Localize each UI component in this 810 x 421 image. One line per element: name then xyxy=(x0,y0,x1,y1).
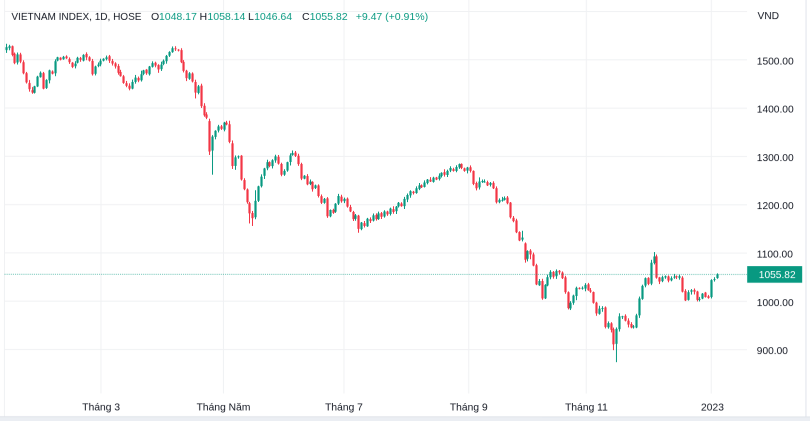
svg-text:1055.82: 1055.82 xyxy=(310,11,348,23)
svg-text:Tháng 7: Tháng 7 xyxy=(325,403,363,414)
svg-text:1055.82: 1055.82 xyxy=(759,270,796,281)
svg-text:900.00: 900.00 xyxy=(757,346,788,357)
svg-text:2023: 2023 xyxy=(701,403,724,414)
svg-text:1000.00: 1000.00 xyxy=(757,298,794,309)
svg-text:Tháng Năm: Tháng Năm xyxy=(197,403,251,414)
svg-text:VND: VND xyxy=(758,11,780,22)
svg-text:Tháng 9: Tháng 9 xyxy=(450,403,488,414)
svg-text:+9.47 (+0.91%): +9.47 (+0.91%) xyxy=(356,11,428,23)
svg-text:1200.00: 1200.00 xyxy=(757,201,794,212)
svg-text:1400.00: 1400.00 xyxy=(757,105,794,116)
svg-text:1300.00: 1300.00 xyxy=(757,153,794,164)
svg-text:C: C xyxy=(302,11,310,23)
svg-text:1048.17: 1048.17 xyxy=(159,11,197,23)
svg-text:1046.64: 1046.64 xyxy=(254,11,292,23)
svg-text:Tháng 3: Tháng 3 xyxy=(82,403,120,414)
svg-text:1500.00: 1500.00 xyxy=(757,56,794,67)
svg-text:1058.14: 1058.14 xyxy=(207,11,245,23)
svg-text:H: H xyxy=(200,11,208,23)
svg-text:VIETNAM INDEX, 1D, HOSE: VIETNAM INDEX, 1D, HOSE xyxy=(11,12,141,23)
svg-text:O: O xyxy=(151,11,159,23)
svg-text:Tháng 11: Tháng 11 xyxy=(565,403,608,414)
svg-text:1100.00: 1100.00 xyxy=(757,250,793,261)
svg-text:L: L xyxy=(248,11,254,23)
